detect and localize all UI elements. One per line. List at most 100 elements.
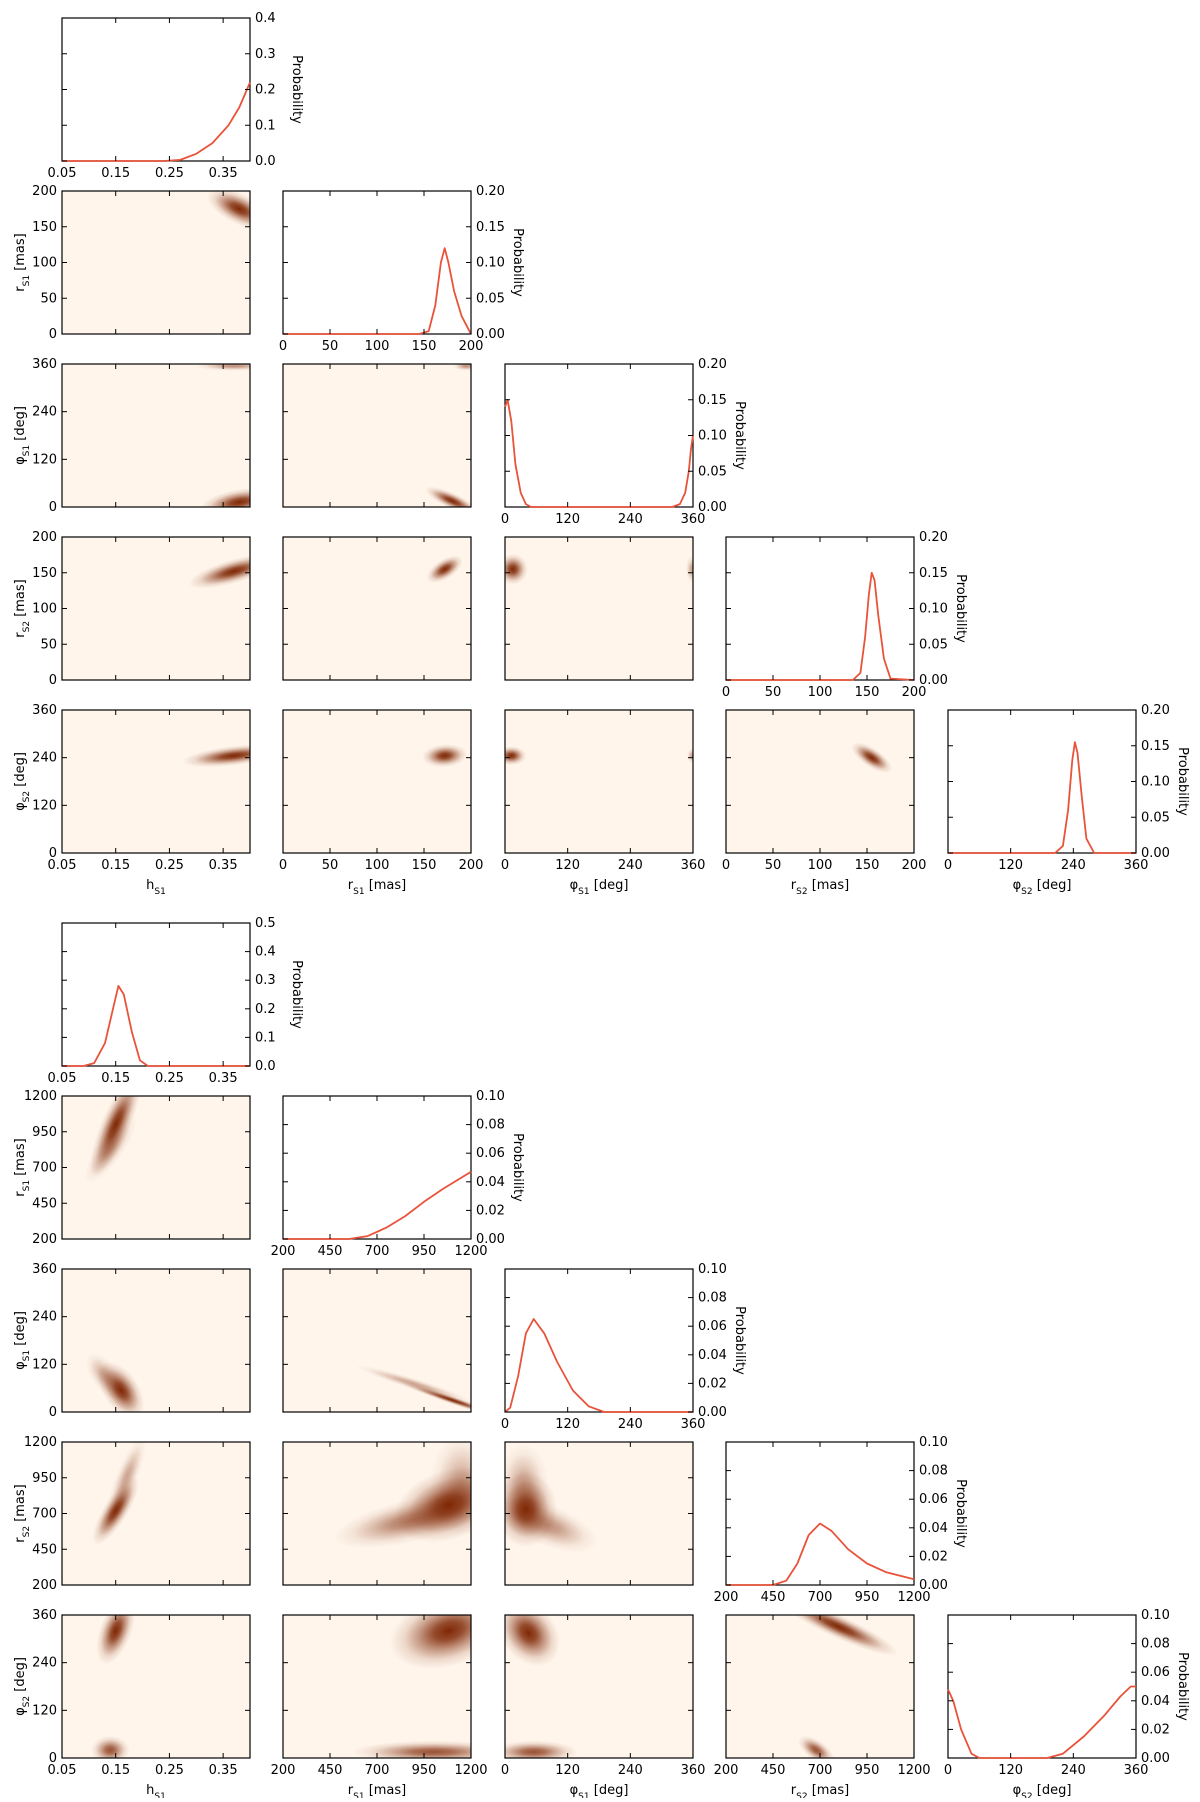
x-axis-label: hS1 <box>146 1783 166 1798</box>
y-tick-label: 0.05 <box>476 291 505 306</box>
x-tick-label: 200 <box>459 339 484 354</box>
x-tick-label: 950 <box>412 1244 437 1259</box>
y-tick-label: 0 <box>49 1405 57 1420</box>
marginal-ylabel: Probability <box>953 1479 968 1548</box>
x-tick-label: 120 <box>555 1763 580 1778</box>
panel-frame <box>504 363 694 508</box>
x-tick-label: 0.25 <box>155 858 184 873</box>
panel-frame <box>61 922 251 1067</box>
y-tick-label: 360 <box>32 1608 57 1623</box>
x-tick-label: 240 <box>618 858 643 873</box>
heatmap-density <box>182 744 250 768</box>
joint-panel-r2-p2: 200 450 700 950 1200 rS2 [mas] <box>714 1614 931 1802</box>
y-tick-label: 0.05 <box>919 637 948 652</box>
joint-panel-h-r1: 200 450 700 950 1200 rS1 [mas] <box>13 1089 251 1247</box>
marginal-panel-p1: 0.00 0.05 0.10 0.15 0.20 Probability 0 120 240 36… <box>501 357 747 527</box>
y-axis-label: φS1 [deg] <box>13 1311 32 1370</box>
joint-panel-r1-p2: 0 50 100 150 200 rS1 [mas] <box>279 709 483 897</box>
x-tick-label: 360 <box>681 858 706 873</box>
panel-frame <box>282 1095 472 1240</box>
x-tick-label: 0 <box>279 339 287 354</box>
density-blob <box>96 1615 136 1665</box>
heatmap-background <box>283 537 471 680</box>
x-tick-label: 0 <box>944 1763 952 1778</box>
x-tick-label: 0.05 <box>48 1071 77 1086</box>
x-tick-label: 120 <box>998 1763 1023 1778</box>
heatmap-density <box>91 1615 136 1758</box>
y-tick-label: 240 <box>32 1656 57 1671</box>
density-blob <box>195 364 250 371</box>
x-tick-label: 0 <box>944 858 952 873</box>
y-tick-label: 0.00 <box>1141 1751 1170 1766</box>
x-tick-label: 0.05 <box>48 858 77 873</box>
y-tick-label: 0.08 <box>1141 1637 1170 1652</box>
marginal-curve-h <box>62 985 250 1067</box>
marginal-panel-r1: 0.00 0.02 0.04 0.06 0.08 0.10 Probability 200 45… <box>271 1089 525 1259</box>
x-tick-label: 1200 <box>897 1590 930 1605</box>
x-tick-label: 240 <box>618 1417 643 1432</box>
y-tick-label: 120 <box>32 1703 57 1718</box>
x-tick-label: 0.35 <box>209 1071 238 1086</box>
y-tick-label: 200 <box>32 1578 57 1593</box>
x-tick-label: 0.25 <box>155 1071 184 1086</box>
heatmap-background <box>283 364 471 507</box>
joint-panel-p1-p2: 0 120 240 360 φS1 [deg] <box>501 709 706 897</box>
marginal-panel-p2: 0.00 0.02 0.04 0.06 0.08 0.10 Probability 0 120 2… <box>944 1608 1190 1802</box>
marginal-ylabel: Probability <box>510 1133 525 1202</box>
joint-panel-p1-r2 <box>504 1441 694 1586</box>
panel-frame <box>725 536 915 681</box>
x-tick-label: 360 <box>1124 1763 1149 1778</box>
y-tick-label: 150 <box>32 220 57 235</box>
density-blob <box>200 487 250 507</box>
y-tick-label: 0.05 <box>1141 810 1170 825</box>
x-tick-label: 0 <box>722 685 730 700</box>
x-tick-label: 100 <box>365 339 390 354</box>
x-tick-label: 100 <box>365 858 390 873</box>
y-tick-label: 0.20 <box>698 357 727 372</box>
marginal-ylabel: Probability <box>732 401 747 470</box>
panel-frame <box>504 1614 694 1759</box>
y-tick-label: 0.05 <box>698 464 727 479</box>
x-tick-label: 120 <box>555 512 580 527</box>
y-tick-label: 0.3 <box>255 973 276 988</box>
x-axis-label: φS2 [deg] <box>1013 1783 1072 1798</box>
x-tick-label: 200 <box>902 685 927 700</box>
x-axis-label: φS1 [deg] <box>570 1783 629 1798</box>
y-tick-label: 0.00 <box>476 1232 505 1247</box>
y-tick-label: 450 <box>32 1542 57 1557</box>
panel-frame <box>61 17 251 162</box>
y-tick-label: 100 <box>32 256 57 271</box>
x-tick-label: 200 <box>902 858 927 873</box>
x-tick-label: 700 <box>365 1763 390 1778</box>
y-tick-label: 240 <box>32 751 57 766</box>
heatmap-density <box>334 1442 471 1549</box>
y-tick-label: 0.00 <box>698 1405 727 1420</box>
density-blob <box>505 1615 560 1667</box>
heatmap-background <box>62 710 250 853</box>
x-axis-label: hS1 <box>146 878 166 897</box>
joint-panel-h-r2: 200 450 700 950 1200 rS2 [mas] <box>13 1435 251 1593</box>
x-tick-label: 120 <box>998 858 1023 873</box>
heatmap-density <box>355 1365 471 1412</box>
panel-frame <box>725 1441 915 1586</box>
y-tick-label: 0.10 <box>1141 775 1170 790</box>
y-tick-label: 120 <box>32 1357 57 1372</box>
heatmap-density <box>851 742 892 773</box>
x-tick-label: 100 <box>808 858 833 873</box>
y-tick-label: 50 <box>40 291 57 306</box>
x-tick-label: 1200 <box>454 1244 487 1259</box>
heatmap-density <box>207 191 250 230</box>
y-tick-label: 1200 <box>24 1089 57 1104</box>
x-tick-label: 0.35 <box>209 858 238 873</box>
heatmap-density <box>195 364 250 507</box>
density-blob <box>798 1735 835 1758</box>
y-tick-label: 0.08 <box>698 1291 727 1306</box>
y-tick-label: 0.00 <box>698 500 727 515</box>
marginal-panel-h: 0.0 0.1 0.2 0.3 0.4 0.5 Probability 0.05 0.15 0.2… <box>48 916 304 1086</box>
y-tick-label: 0.02 <box>476 1203 505 1218</box>
y-axis-label: rS2 [mas] <box>13 1484 32 1543</box>
y-tick-label: 0.4 <box>255 945 276 960</box>
y-tick-label: 50 <box>40 637 57 652</box>
